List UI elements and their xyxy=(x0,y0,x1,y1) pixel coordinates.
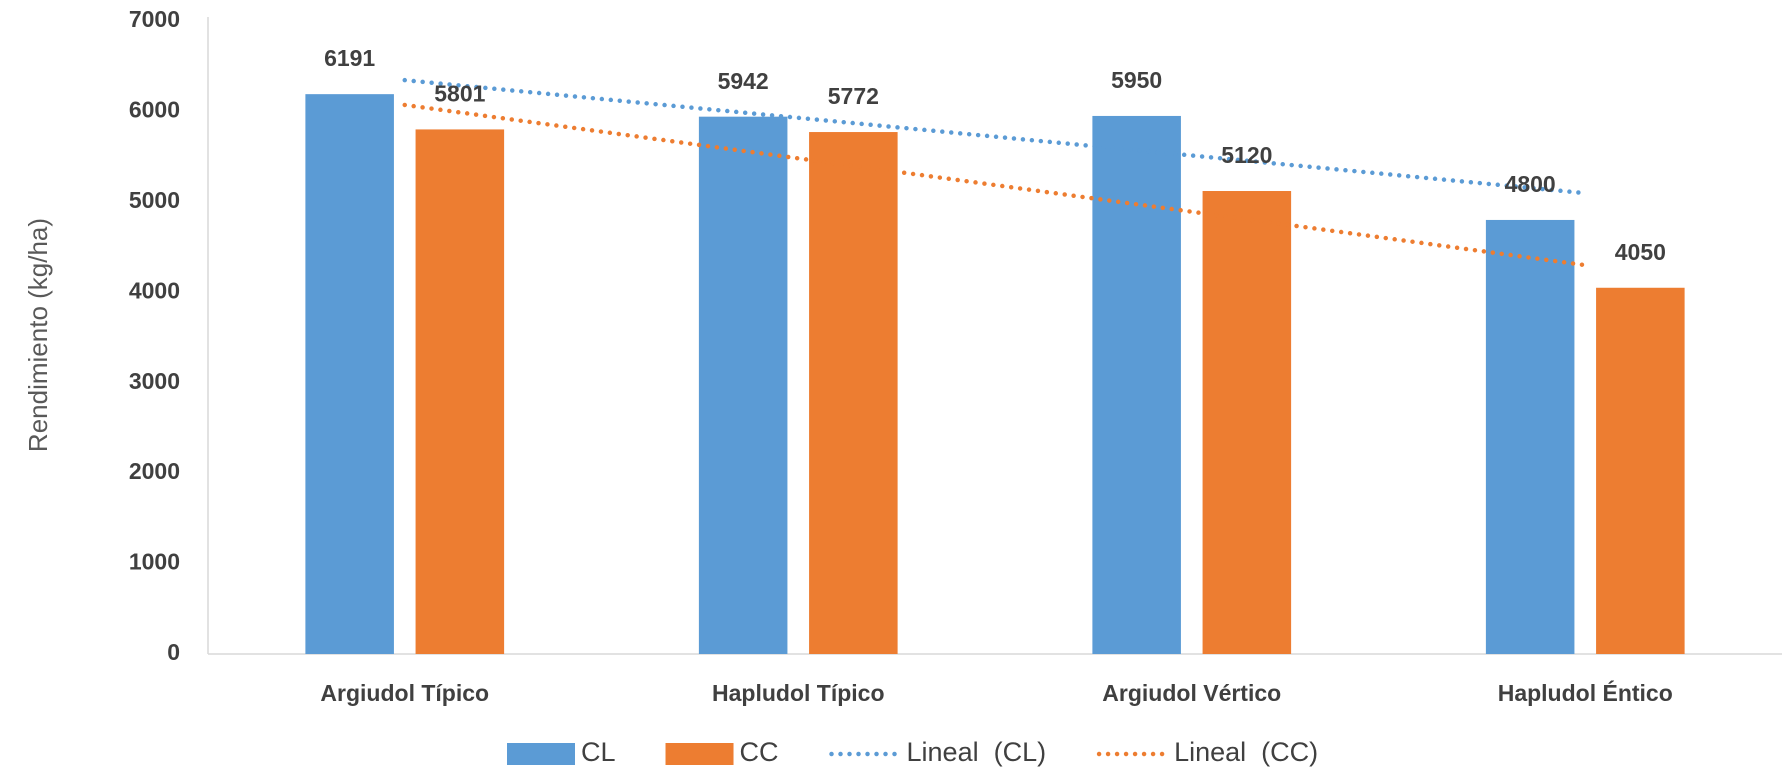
y-tick-label: 6000 xyxy=(129,97,180,123)
data-label: 5772 xyxy=(828,83,879,109)
y-tick-label: 1000 xyxy=(129,549,180,575)
bar xyxy=(1596,287,1685,654)
bar xyxy=(1202,191,1292,654)
bar xyxy=(698,116,788,654)
y-tick-label: 5000 xyxy=(129,187,180,213)
bar xyxy=(809,132,898,655)
legend-swatch xyxy=(665,743,734,765)
y-axis-title: Rendimiento (kg/ha) xyxy=(23,218,53,452)
data-label: 5950 xyxy=(1111,67,1162,93)
data-label: 5120 xyxy=(1221,142,1272,168)
legend-label: Lineal (CC) xyxy=(1174,737,1318,767)
legend-swatch xyxy=(507,743,575,765)
x-tick-label: Argiudol Vértico xyxy=(1102,680,1281,706)
bar xyxy=(1092,115,1181,654)
trendline xyxy=(402,77,1588,196)
data-label: 5942 xyxy=(718,68,769,94)
y-tick-label: 3000 xyxy=(129,368,180,394)
data-label: 4050 xyxy=(1615,239,1666,265)
bar xyxy=(415,129,505,655)
bar xyxy=(305,94,394,654)
x-tick-label: Hapludol Éntico xyxy=(1498,679,1673,706)
legend-label: CC xyxy=(740,737,779,767)
y-tick-label: 4000 xyxy=(129,277,180,303)
x-tick-label: Argiudol Típico xyxy=(320,680,489,706)
y-tick-label: 7000 xyxy=(129,6,180,32)
bar xyxy=(1485,219,1575,654)
data-label: 6191 xyxy=(324,45,375,71)
y-tick-label: 2000 xyxy=(129,458,180,484)
x-tick-label: Hapludol Típico xyxy=(712,680,885,706)
data-label: 4800 xyxy=(1505,171,1556,197)
data-label: 5801 xyxy=(434,81,485,107)
y-tick-label: 0 xyxy=(167,639,180,665)
legend-label: Lineal (CL) xyxy=(907,737,1047,767)
legend-label: CL xyxy=(581,737,616,767)
trendline xyxy=(402,102,1588,268)
